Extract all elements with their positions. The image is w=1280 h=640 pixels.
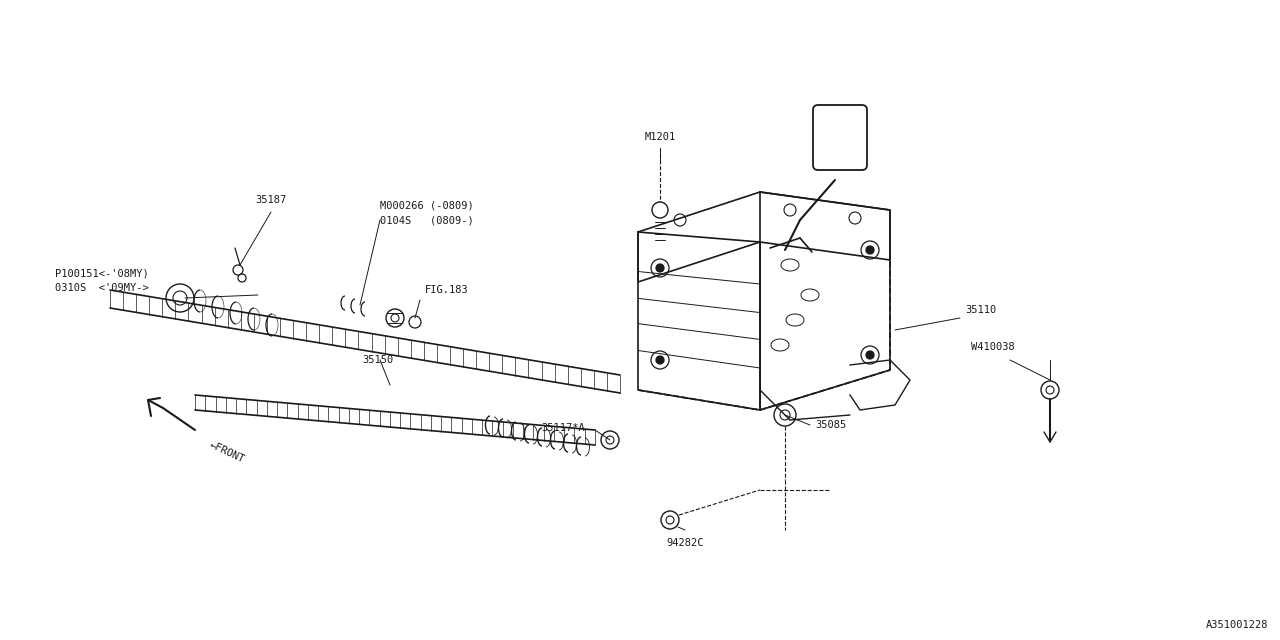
Text: 35110: 35110 xyxy=(965,305,996,315)
Circle shape xyxy=(657,356,664,364)
Text: FIG.183: FIG.183 xyxy=(425,285,468,295)
Circle shape xyxy=(867,246,874,254)
Circle shape xyxy=(867,351,874,359)
Text: ←FRONT: ←FRONT xyxy=(207,440,246,465)
Text: A351001228: A351001228 xyxy=(1206,620,1268,630)
Text: 35117*A: 35117*A xyxy=(541,423,585,433)
Text: M000266 (-0809): M000266 (-0809) xyxy=(380,200,474,210)
Text: 35187: 35187 xyxy=(256,195,287,205)
Text: 94282C: 94282C xyxy=(667,538,704,548)
Text: P100151<-'08MY): P100151<-'08MY) xyxy=(55,268,148,278)
Text: 0104S   (0809-): 0104S (0809-) xyxy=(380,215,474,225)
Text: 35150: 35150 xyxy=(362,355,394,365)
Text: 0310S  <'09MY->: 0310S <'09MY-> xyxy=(55,283,148,293)
Circle shape xyxy=(657,264,664,272)
Text: 35085: 35085 xyxy=(815,420,846,430)
Text: W410038: W410038 xyxy=(972,342,1015,352)
Text: M1201: M1201 xyxy=(644,132,676,142)
